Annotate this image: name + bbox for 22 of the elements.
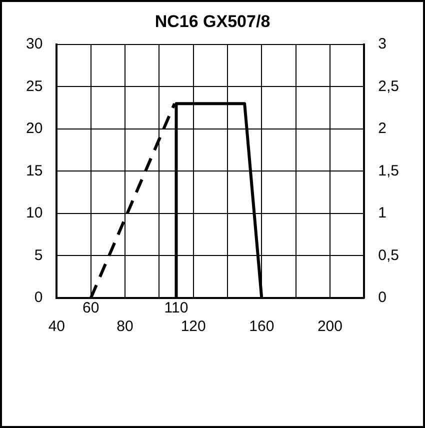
x-tick-label: 40 xyxy=(48,318,66,336)
x-tick-label: 120 xyxy=(180,318,206,336)
y-tick-label: 15 xyxy=(26,162,43,180)
y2-tick-label: 1,5 xyxy=(378,162,400,180)
x-tick-label: 200 xyxy=(317,318,342,336)
x-tick-label: 80 xyxy=(116,318,134,336)
y2-tick-label: 0,5 xyxy=(378,246,400,264)
annotation: 110 xyxy=(164,300,188,317)
y-tick-label: 5 xyxy=(34,246,43,264)
y2-tick-label: 2,5 xyxy=(378,78,400,95)
y2-tick-label: 2 xyxy=(378,120,386,138)
y2-tick-label: 0 xyxy=(378,289,386,306)
annotation: 60 xyxy=(82,300,100,317)
y-tick-label: 25 xyxy=(26,78,43,95)
y-tick-label: 0 xyxy=(34,289,43,306)
y-tick-label: 30 xyxy=(26,36,43,53)
y-tick-label: 10 xyxy=(26,204,43,222)
y2-tick-label: 3 xyxy=(378,36,386,53)
x-tick-label: 160 xyxy=(249,318,274,336)
y-tick-label: 20 xyxy=(26,120,43,138)
y2-tick-label: 1 xyxy=(378,204,386,222)
chart-title: NC16 GX507/8 xyxy=(154,12,270,31)
